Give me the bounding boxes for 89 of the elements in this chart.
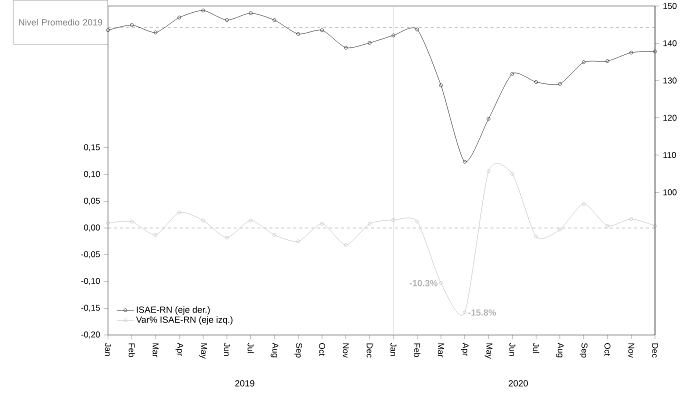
point xyxy=(178,16,182,20)
point xyxy=(201,8,205,12)
point xyxy=(439,281,443,285)
y-tick-label: 0,00 xyxy=(84,224,100,232)
point xyxy=(130,23,134,27)
point xyxy=(415,28,419,32)
x-tick-label: Apr xyxy=(460,342,469,356)
point xyxy=(462,160,467,164)
y-tick-label: -0,05 xyxy=(81,251,100,258)
point xyxy=(486,117,490,121)
y-tick-label: 0,05 xyxy=(84,198,100,205)
point xyxy=(320,28,324,32)
x-tick-label: Nov xyxy=(342,343,349,358)
point xyxy=(344,46,348,50)
x-tick-label: Jun xyxy=(224,342,230,356)
y2-tick-label: 150 xyxy=(663,3,677,9)
point xyxy=(606,224,610,228)
ref-line-label: Nivel Promedio 2019 xyxy=(19,18,102,26)
point xyxy=(392,218,396,222)
point xyxy=(415,220,419,224)
x-tick-label: Nov xyxy=(628,343,634,358)
y2-tick-label: 130 xyxy=(663,78,677,84)
point xyxy=(510,172,514,176)
x-tick-label: Mar xyxy=(152,343,159,358)
y2-tick-label: 120 xyxy=(663,114,677,121)
x-tick-label: Apr xyxy=(176,342,184,356)
y-tick-label: 0,10 xyxy=(84,171,100,178)
x-tick-label: May xyxy=(484,343,492,359)
point xyxy=(320,222,324,226)
x-tick-label: Oct xyxy=(319,343,326,356)
point xyxy=(130,220,134,224)
x-tick-label: Feb xyxy=(128,343,135,358)
point xyxy=(272,18,276,22)
y-tick-label: 0,15 xyxy=(84,144,100,152)
point xyxy=(582,60,586,64)
x-tick-label: Jun xyxy=(509,342,516,356)
x-tick-label: May xyxy=(199,343,207,359)
point xyxy=(558,82,562,86)
x-tick-label: Jul xyxy=(248,342,254,354)
point xyxy=(582,202,586,206)
x-tick-label: Aug xyxy=(270,342,278,358)
point xyxy=(296,240,300,244)
point xyxy=(154,30,158,34)
x-tick-label: Dec xyxy=(652,343,658,358)
y2-tick-label: 110 xyxy=(663,152,676,158)
point xyxy=(629,217,634,221)
point xyxy=(439,84,443,88)
point xyxy=(534,234,538,238)
point xyxy=(606,59,610,63)
point xyxy=(225,18,229,22)
y-tick-label: -0,10 xyxy=(81,278,100,285)
x-tick-label: Jul xyxy=(532,342,540,354)
x-tick-label: Aug xyxy=(556,342,564,358)
point xyxy=(296,32,300,36)
point xyxy=(201,218,205,222)
point xyxy=(368,222,372,226)
x-tick-label: Dec xyxy=(366,343,373,358)
point xyxy=(248,218,252,222)
legend-label: ISAE-RN (eje der.) xyxy=(136,306,210,315)
x-tick-label: Mar xyxy=(438,343,444,358)
x-tick-label: Jan xyxy=(390,342,396,356)
y-tick-label: -0,15 xyxy=(81,304,100,312)
point xyxy=(486,170,490,174)
y2-tick-label: 100 xyxy=(663,189,677,196)
point xyxy=(510,72,514,76)
x-tick-label: Jan xyxy=(105,342,111,356)
point xyxy=(272,233,276,237)
text: 2020 xyxy=(508,380,528,386)
y2-tick-label: 140 xyxy=(663,40,677,46)
point xyxy=(534,80,538,84)
x-tick-label: Sep xyxy=(294,343,302,358)
data-label: -10.3% xyxy=(410,280,438,286)
point xyxy=(344,243,348,247)
point xyxy=(178,210,182,214)
point xyxy=(629,50,634,54)
text: 2019 xyxy=(235,380,254,386)
point xyxy=(558,228,562,232)
point xyxy=(154,233,158,237)
y-tick-label: -0,20 xyxy=(81,332,100,338)
point xyxy=(392,34,396,38)
x-tick-label: Feb xyxy=(414,343,420,358)
legend-label: Var% ISAE-RN (eje izq.) xyxy=(136,316,232,325)
x-tick-label: Oct xyxy=(604,343,610,356)
point xyxy=(462,310,467,314)
point xyxy=(368,41,372,45)
x-tick-label: Sep xyxy=(580,343,588,358)
point xyxy=(248,11,252,15)
data-label: -15.8% xyxy=(468,309,496,316)
point xyxy=(225,236,229,240)
